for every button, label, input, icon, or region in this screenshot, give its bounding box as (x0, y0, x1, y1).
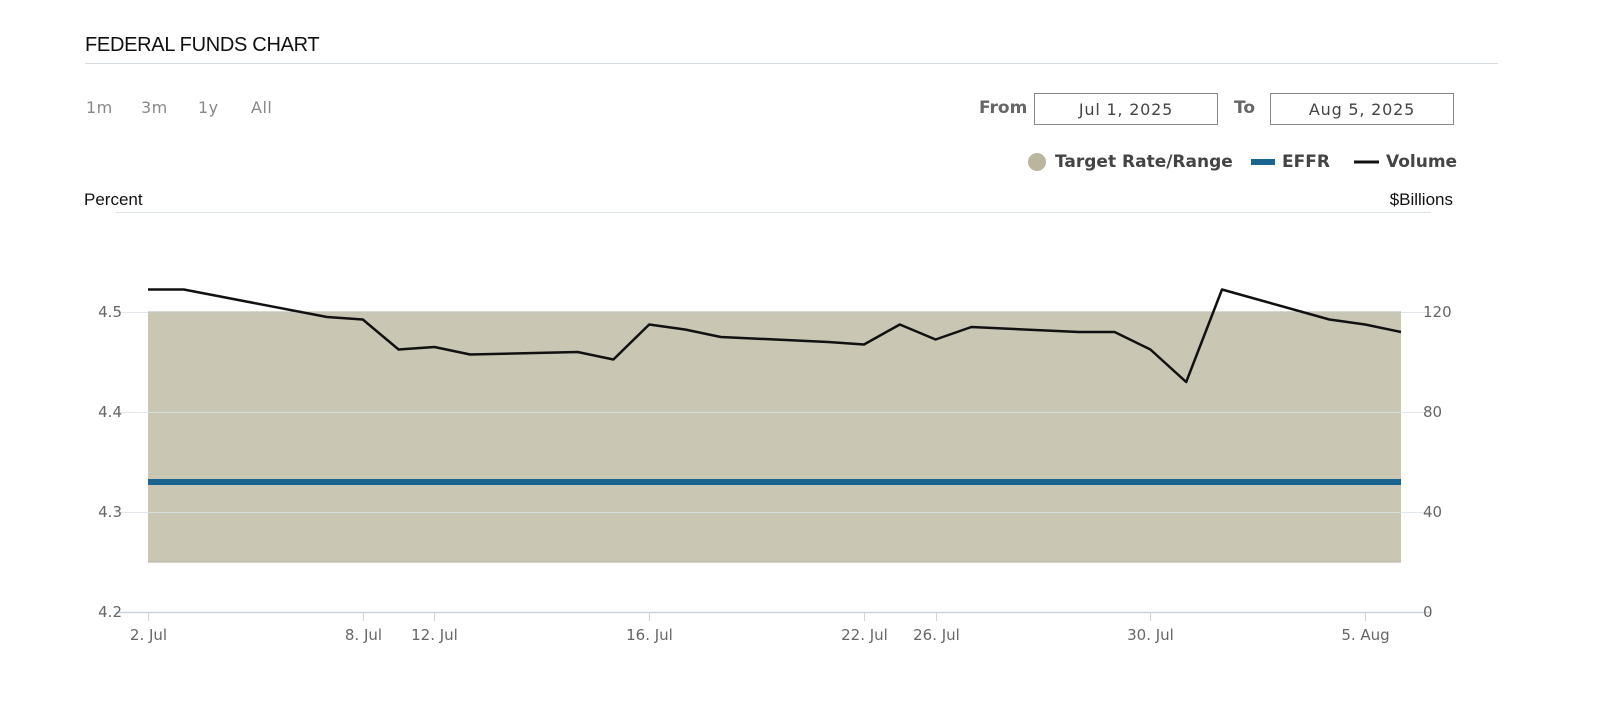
left-axis-tick-label: 4.5 (98, 303, 122, 321)
x-axis-tick-label: 8. Jul (345, 626, 382, 644)
x-axis-tick-label: 30. Jul (1127, 626, 1174, 644)
right-axis-title: $Billions (1389, 190, 1453, 209)
circle-legend-icon (1028, 153, 1046, 171)
x-axis-tick-label: 2. Jul (130, 626, 167, 644)
from-label: From (979, 98, 1028, 118)
x-axis-tick-label: 12. Jul (411, 626, 458, 644)
line-legend-icon (1354, 160, 1379, 164)
legend-target-rate[interactable]: Target Rate/Range (1027, 151, 1233, 173)
right-axis-tick-label: 40 (1423, 503, 1442, 521)
bar-legend-icon (1251, 159, 1275, 165)
legend-volume[interactable]: Volume (1354, 151, 1457, 173)
x-axis-tick-label: 22. Jul (841, 626, 888, 644)
from-date-input[interactable] (1034, 93, 1218, 125)
left-axis-tick-label: 4.3 (98, 503, 122, 521)
to-date-input[interactable] (1270, 93, 1454, 125)
legend-effr[interactable]: EFFR (1251, 151, 1330, 173)
right-axis-tick-label: 80 (1423, 403, 1442, 421)
range-button-all[interactable]: All (251, 98, 273, 117)
legend-target-rate-label: Target Rate/Range (1055, 152, 1233, 172)
left-axis-title: Percent (84, 190, 143, 209)
volume-line (148, 288, 1402, 384)
x-axis-tick-label: 5. Aug (1341, 626, 1389, 644)
left-axis-tick-label: 4.4 (98, 403, 122, 421)
range-button-1m[interactable]: 1m (86, 98, 113, 117)
range-button-3m[interactable]: 3m (141, 98, 168, 117)
to-label: To (1234, 98, 1256, 118)
x-axis-tick-label: 26. Jul (913, 626, 960, 644)
right-axis-tick-label: 120 (1423, 303, 1452, 321)
right-axis-tick-label: 0 (1423, 603, 1433, 621)
title-divider (85, 63, 1498, 64)
left-axis-tick-label: 4.2 (98, 603, 122, 621)
legend-volume-label: Volume (1386, 152, 1458, 172)
range-button-1y[interactable]: 1y (198, 98, 219, 117)
target-range-band (148, 312, 1401, 562)
legend-effr-label: EFFR (1282, 152, 1330, 172)
chart-title: FEDERAL FUNDS CHART (85, 34, 320, 56)
x-axis-tick-label: 16. Jul (626, 626, 673, 644)
